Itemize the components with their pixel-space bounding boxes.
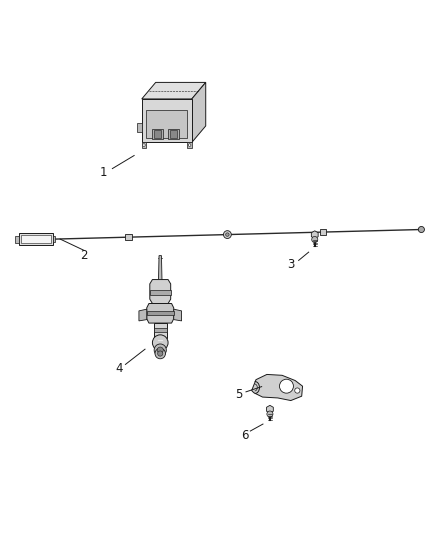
Polygon shape	[147, 303, 174, 323]
Polygon shape	[192, 83, 206, 142]
Polygon shape	[168, 128, 179, 139]
Circle shape	[152, 335, 168, 351]
Polygon shape	[146, 110, 187, 138]
Circle shape	[267, 411, 273, 417]
Polygon shape	[142, 83, 206, 99]
Polygon shape	[138, 123, 142, 132]
Polygon shape	[267, 405, 273, 413]
Polygon shape	[311, 231, 318, 239]
Circle shape	[158, 351, 163, 356]
Polygon shape	[142, 142, 146, 148]
Polygon shape	[150, 279, 171, 303]
Circle shape	[312, 237, 318, 243]
Polygon shape	[15, 236, 19, 243]
Polygon shape	[142, 99, 192, 142]
Circle shape	[188, 144, 191, 147]
Text: 5: 5	[235, 389, 242, 401]
Circle shape	[154, 344, 166, 356]
Polygon shape	[150, 290, 171, 295]
Polygon shape	[174, 309, 182, 321]
Polygon shape	[53, 236, 55, 242]
Polygon shape	[252, 375, 303, 400]
Circle shape	[295, 388, 300, 393]
Polygon shape	[159, 256, 162, 279]
Polygon shape	[152, 128, 163, 139]
Text: 1: 1	[100, 166, 107, 180]
Polygon shape	[139, 309, 147, 321]
Circle shape	[143, 144, 145, 147]
Circle shape	[226, 233, 229, 236]
Circle shape	[157, 347, 163, 353]
Text: 6: 6	[241, 429, 249, 442]
Text: 2: 2	[80, 249, 88, 262]
Polygon shape	[187, 142, 192, 148]
Polygon shape	[21, 235, 50, 244]
Circle shape	[418, 227, 424, 232]
Polygon shape	[154, 328, 167, 332]
Polygon shape	[170, 130, 177, 138]
Polygon shape	[19, 233, 53, 245]
Polygon shape	[147, 311, 174, 315]
Polygon shape	[319, 230, 325, 235]
Circle shape	[155, 349, 166, 359]
Text: 3: 3	[287, 258, 294, 271]
Circle shape	[223, 231, 231, 238]
Polygon shape	[125, 234, 132, 240]
Polygon shape	[154, 323, 167, 338]
Circle shape	[279, 379, 293, 393]
Text: 4: 4	[115, 362, 123, 375]
Polygon shape	[154, 130, 161, 138]
